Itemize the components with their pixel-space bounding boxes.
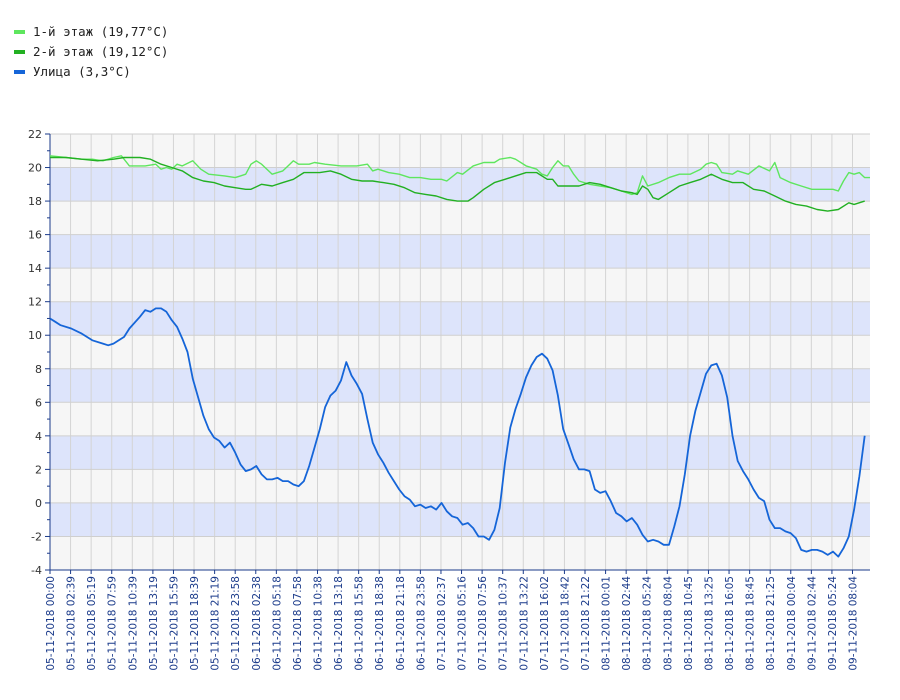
- x-tick-label: 06-11-2018 05:18: [271, 576, 283, 671]
- legend-item-floor-1[interactable]: 1-й этаж (19,77°C): [14, 22, 168, 42]
- band-6: [50, 368, 870, 403]
- y-tick-label: 6: [35, 396, 42, 409]
- y-tick-label: 12: [28, 296, 42, 309]
- x-tick-label: 06-11-2018 15:58: [354, 576, 366, 671]
- x-tick-label: 06-11-2018 07:58: [292, 576, 304, 671]
- x-tick-label: 09-11-2018 00:04: [786, 576, 798, 671]
- x-tick-label: 07-11-2018 18:42: [559, 576, 571, 671]
- y-tick-label: -4: [31, 564, 42, 577]
- x-tick-label: 08-11-2018 05:24: [642, 576, 654, 671]
- x-tick-label: 05-11-2018 18:39: [189, 576, 201, 671]
- x-tick-label: 06-11-2018 23:58: [415, 576, 427, 671]
- x-tick-label: 07-11-2018 21:22: [580, 576, 592, 671]
- x-tick-label: 05-11-2018 07:59: [107, 576, 119, 671]
- x-tick-label: 05-11-2018 10:39: [127, 576, 139, 671]
- series-line-0: [49, 155, 870, 196]
- legend-swatch-street: [14, 70, 25, 74]
- y-tick-label: 10: [28, 329, 42, 342]
- x-tick-label: 05-11-2018 23:58: [230, 576, 242, 671]
- x-tick-label: 05-11-2018 21:19: [210, 576, 222, 671]
- x-tick-label: 08-11-2018 21:25: [765, 576, 777, 671]
- y-tick-label: 2: [35, 463, 42, 476]
- legend-label-floor-1: 1-й этаж (19,77°C): [33, 24, 169, 39]
- band-0: [50, 469, 870, 503]
- y-tick-label: 22: [28, 128, 42, 141]
- x-tick-label: 05-11-2018 13:19: [148, 576, 160, 671]
- x-tick-label: 06-11-2018 18:38: [374, 576, 386, 671]
- band--2: [50, 502, 870, 537]
- x-tick-label: 09-11-2018 05:24: [827, 576, 839, 671]
- x-tick-label: 08-11-2018 02:44: [621, 576, 633, 671]
- x-tick-label: 05-11-2018 00:00: [45, 576, 57, 671]
- band-20: [50, 134, 870, 168]
- x-tick-label: 09-11-2018 02:44: [806, 576, 818, 671]
- band-16: [50, 201, 870, 235]
- legend-swatch-floor-1: [14, 30, 25, 34]
- x-tick-label: 08-11-2018 16:05: [724, 576, 736, 671]
- x-tick-label: 08-11-2018 08:04: [662, 576, 674, 671]
- grid-lines: [49, 133, 870, 571]
- x-tick-label: 08-11-2018 10:45: [683, 576, 695, 671]
- series-line-2: [49, 307, 866, 558]
- chart-legend: 1-й этаж (19,77°C) 2-й этаж (19,12°C) Ул…: [14, 22, 168, 82]
- series-lines: [49, 155, 870, 558]
- legend-label-floor-2: 2-й этаж (19,12°C): [33, 44, 169, 59]
- legend-item-floor-2[interactable]: 2-й этаж (19,12°C): [14, 42, 168, 62]
- x-tick-label: 07-11-2018 16:02: [539, 576, 551, 671]
- chart-axes: -4 -2 0 2 4 6 8 10 12 14 16 18 20 22 05-11-2018 00:00 0…: [28, 128, 870, 671]
- x-tick-label: 06-11-2018 13:18: [333, 576, 345, 671]
- x-tick-label: 09-11-2018 08:04: [848, 576, 860, 671]
- legend-swatch-floor-2: [14, 50, 25, 54]
- band-4: [50, 402, 870, 436]
- band-14: [50, 234, 870, 269]
- y-tick-label: 18: [28, 195, 42, 208]
- y-tick-label: 0: [35, 497, 42, 510]
- x-tick-label: 07-11-2018 13:22: [518, 576, 530, 671]
- x-tick-label: 08-11-2018 00:01: [601, 576, 613, 671]
- x-tick-label: 07-11-2018 07:56: [477, 576, 489, 671]
- y-tick-label: 4: [35, 430, 42, 443]
- x-tick-label: 05-11-2018 02:39: [66, 576, 78, 671]
- band-10: [50, 301, 870, 336]
- x-tick-label: 08-11-2018 13:25: [703, 576, 715, 671]
- band--4: [50, 536, 870, 570]
- x-tick-label: 07-11-2018 10:37: [498, 576, 510, 671]
- x-tick-label: 07-11-2018 05:16: [457, 576, 469, 671]
- x-tick-label: 05-11-2018 05:19: [86, 576, 98, 671]
- band-12: [50, 268, 870, 302]
- y-tick-label: 14: [28, 262, 42, 275]
- x-tick-label: 08-11-2018 18:45: [745, 576, 757, 671]
- series-line-1: [50, 156, 865, 212]
- y-tick-label: 16: [28, 229, 42, 242]
- y-tick-label: 20: [28, 162, 42, 175]
- legend-item-street[interactable]: Улица (3,3°C): [14, 62, 168, 82]
- x-tick-label: 06-11-2018 21:18: [395, 576, 407, 671]
- x-tick-label: 06-11-2018 02:38: [251, 576, 263, 671]
- x-tick-label: 07-11-2018 02:37: [436, 576, 448, 671]
- y-tick-label: 8: [35, 363, 42, 376]
- y-tick-label: -2: [31, 530, 42, 543]
- x-tick-label: 05-11-2018 15:59: [168, 576, 180, 671]
- x-tick-label: 06-11-2018 10:38: [313, 576, 325, 671]
- legend-label-street: Улица (3,3°C): [33, 64, 131, 79]
